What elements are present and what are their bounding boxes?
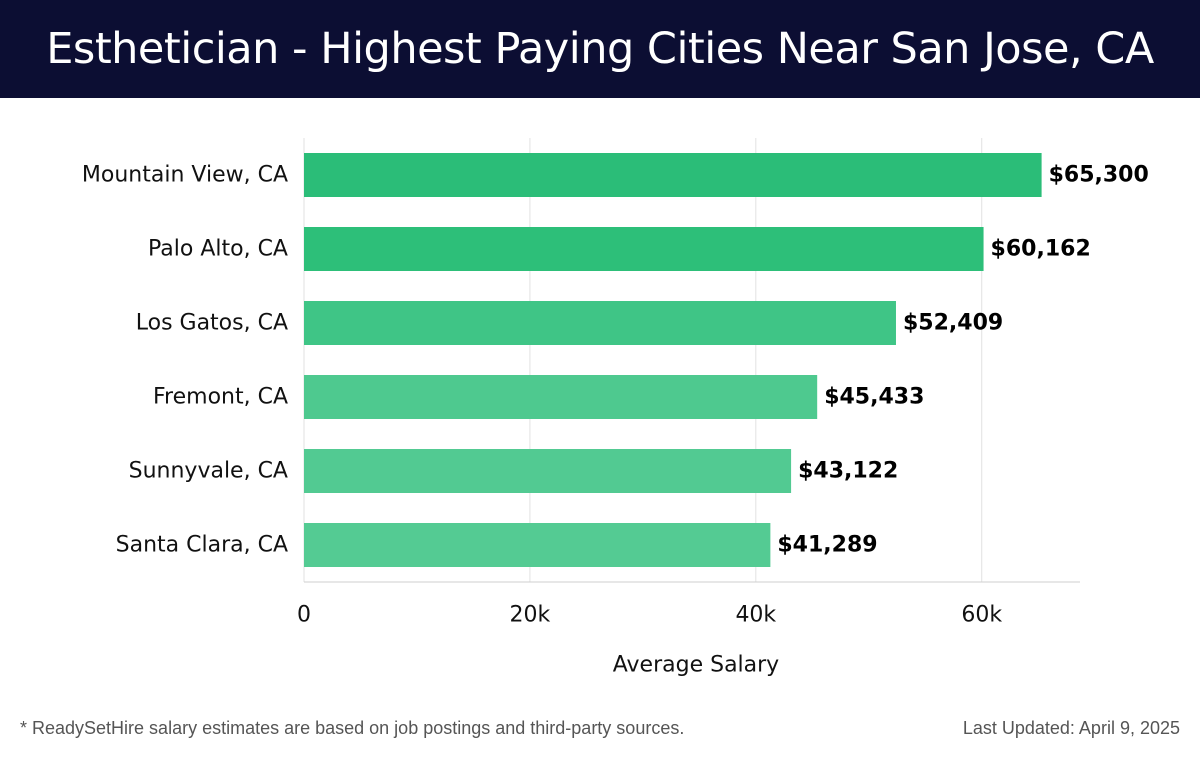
category-label: Sunnyvale, CA bbox=[129, 459, 288, 484]
value-label: $41,289 bbox=[777, 533, 877, 558]
bar bbox=[304, 301, 896, 345]
bar bbox=[304, 227, 984, 271]
x-tick-label: 0 bbox=[297, 603, 311, 628]
x-tick-label: 60k bbox=[961, 603, 1002, 628]
last-updated: Last Updated: April 9, 2025 bbox=[962, 718, 1180, 738]
value-label: $60,162 bbox=[991, 237, 1091, 262]
bar-chart: Mountain View, CA $65,300 Palo Alto, CA $60… bbox=[82, 138, 1149, 678]
category-label: Los Gatos, CA bbox=[136, 311, 288, 336]
x-tick-label: 20k bbox=[510, 603, 551, 628]
value-label: $65,300 bbox=[1049, 163, 1149, 188]
x-tick-label: 40k bbox=[735, 603, 776, 628]
value-label: $43,122 bbox=[798, 459, 898, 484]
category-label: Palo Alto, CA bbox=[148, 237, 288, 262]
bar bbox=[304, 449, 792, 493]
chart-header: Esthetician - Highest Paying Cities Near… bbox=[0, 0, 1200, 98]
category-label: Mountain View, CA bbox=[82, 163, 288, 188]
bar bbox=[304, 375, 818, 419]
chart-title: Esthetician - Highest Paying Cities Near… bbox=[46, 24, 1154, 74]
footnote: * ReadySetHire salary estimates are base… bbox=[20, 718, 685, 738]
value-label: $45,433 bbox=[824, 385, 924, 410]
value-label: $52,409 bbox=[903, 311, 1003, 336]
bar bbox=[304, 523, 771, 567]
x-axis-label: Average Salary bbox=[613, 653, 779, 678]
bar bbox=[304, 153, 1042, 197]
category-label: Santa Clara, CA bbox=[116, 533, 288, 558]
category-label: Fremont, CA bbox=[153, 385, 288, 410]
